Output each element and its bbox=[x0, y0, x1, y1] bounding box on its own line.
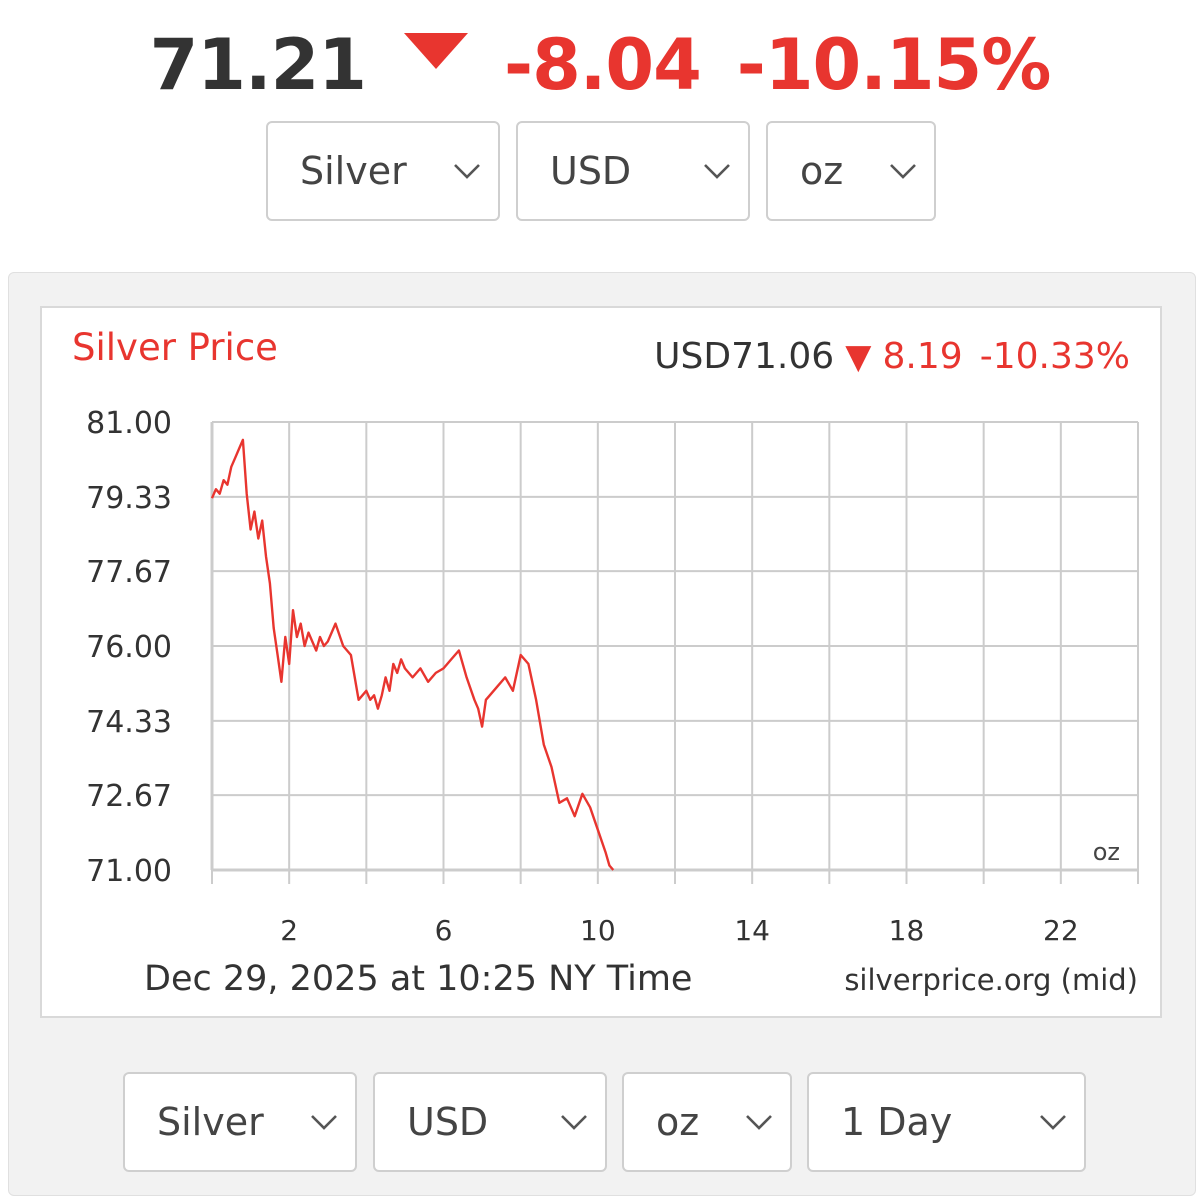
down-arrow-icon bbox=[404, 33, 469, 69]
chart-metal-select[interactable]: Silver bbox=[123, 1072, 357, 1172]
price-change-percent: -10.15% bbox=[736, 24, 1052, 106]
metal-select[interactable]: Silver bbox=[266, 121, 500, 221]
x-tick-label: 18 bbox=[889, 914, 925, 947]
y-tick-label: 81.00 bbox=[86, 406, 172, 441]
chart-range-select-value: 1 Day bbox=[841, 1100, 953, 1144]
chevron-down-icon bbox=[454, 164, 480, 179]
chart-series bbox=[210, 438, 615, 871]
unit-select[interactable]: oz bbox=[766, 121, 936, 221]
chart-currency-select-value: USD bbox=[407, 1100, 489, 1144]
chevron-down-icon bbox=[311, 1115, 337, 1130]
current-price: 71.21 bbox=[149, 24, 367, 106]
x-tick-label: 2 bbox=[280, 914, 298, 947]
chart-summary-percent: -10.33% bbox=[980, 336, 1130, 377]
x-tick-label: 10 bbox=[580, 914, 616, 947]
chart-summary-change: 8.19 bbox=[882, 336, 962, 377]
y-tick-label: 71.00 bbox=[86, 854, 172, 889]
chart-frame: Silver Price USD71.06 ▼ 8.19 -10.33% 71.… bbox=[40, 306, 1162, 1018]
chevron-down-icon bbox=[890, 164, 916, 179]
chevron-down-icon bbox=[704, 164, 730, 179]
x-tick-label: 14 bbox=[734, 914, 770, 947]
price-change: -8.04 bbox=[504, 24, 702, 106]
chart-axes: 71.00 72.67 74.33 76.00 77.67 79.33 81.00 2 6 10 1… bbox=[86, 406, 1139, 947]
currency-select[interactable]: USD bbox=[516, 121, 750, 221]
x-tick-label: 22 bbox=[1043, 914, 1079, 947]
svg-text:USD71.06 ▼ 8.1: USD71.06 ▼ 8.19 -10.33% bbox=[654, 336, 1130, 377]
unit-label: oz bbox=[1093, 838, 1120, 866]
chart-range-select[interactable]: 1 Day bbox=[807, 1072, 1086, 1172]
chart-summary-price: USD71.06 bbox=[654, 336, 834, 377]
y-tick-label: 77.67 bbox=[86, 555, 172, 590]
metal-select-value: Silver bbox=[300, 149, 407, 193]
chart-title: Silver Price bbox=[72, 326, 278, 369]
chart-currency-select[interactable]: USD bbox=[373, 1072, 607, 1172]
y-tick-label: 72.67 bbox=[86, 779, 172, 814]
x-tick-label: 6 bbox=[435, 914, 453, 947]
chart-grid bbox=[212, 421, 1139, 871]
price-header: 71.21 -8.04 -10.15% bbox=[0, 20, 1200, 110]
y-tick-label: 74.33 bbox=[86, 705, 172, 740]
currency-select-value: USD bbox=[550, 149, 632, 193]
y-tick-label: 79.33 bbox=[86, 481, 172, 516]
price-series-line bbox=[210, 438, 615, 871]
unit-select-value: oz bbox=[800, 149, 844, 193]
price-chart: Silver Price USD71.06 ▼ 8.19 -10.33% 71.… bbox=[72, 326, 1139, 999]
chevron-down-icon bbox=[746, 1115, 772, 1130]
chart-summary-arrow: ▼ bbox=[845, 337, 872, 377]
chart-source: silverprice.org (mid) bbox=[844, 963, 1138, 997]
chevron-down-icon bbox=[1040, 1115, 1066, 1130]
chart-unit-select[interactable]: oz bbox=[622, 1072, 792, 1172]
y-tick-label: 76.00 bbox=[86, 630, 172, 665]
chevron-down-icon bbox=[561, 1115, 587, 1130]
chart-timestamp: Dec 29, 2025 at 10:25 NY Time bbox=[144, 959, 692, 999]
chart-metal-select-value: Silver bbox=[157, 1100, 264, 1144]
chart-unit-select-value: oz bbox=[656, 1100, 700, 1144]
